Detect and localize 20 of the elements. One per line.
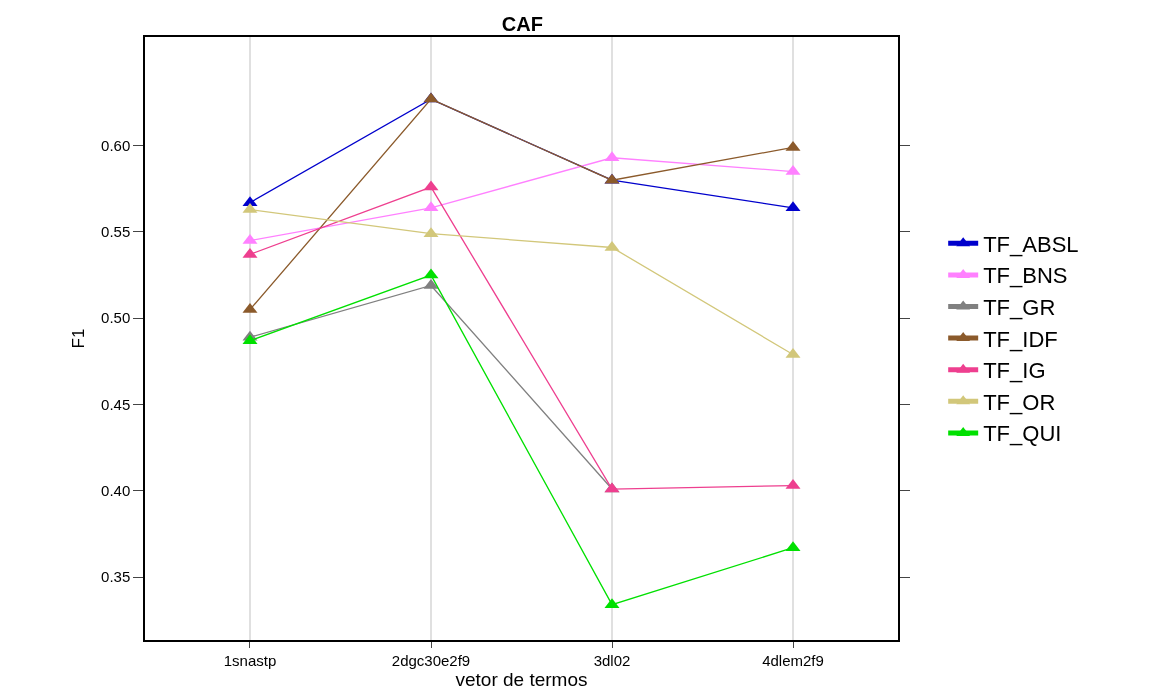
legend-label: TF_IDF <box>983 326 1058 352</box>
y-tick-label: 0.40 <box>101 482 131 500</box>
y-tick-label: 0.60 <box>101 136 131 154</box>
legend-label: TF_BNS <box>983 263 1068 289</box>
x-tick-label: 2dgc30e2f9 <box>391 651 471 669</box>
legend-label: TF_OR <box>983 389 1056 415</box>
x-tick-label: 1snastp <box>223 651 277 669</box>
legend-label: TF_ABSL <box>983 231 1079 257</box>
chart-title: CAF <box>501 13 543 36</box>
y-axis-title: F1 <box>69 328 89 349</box>
x-tick-label: 4dlem2f9 <box>762 651 824 669</box>
y-tick-label: 0.35 <box>101 568 131 586</box>
y-tick-label: 0.55 <box>101 223 131 241</box>
legend-label: TF_IG <box>983 358 1046 384</box>
legend-label: TF_GR <box>983 295 1056 321</box>
y-tick-label: 0.50 <box>101 309 131 327</box>
y-tick-label: 0.45 <box>101 395 131 413</box>
legend-label: TF_QUI <box>983 421 1062 447</box>
x-axis-title: vetor de termos <box>455 668 588 690</box>
x-tick-label: 3dl02 <box>593 651 631 669</box>
